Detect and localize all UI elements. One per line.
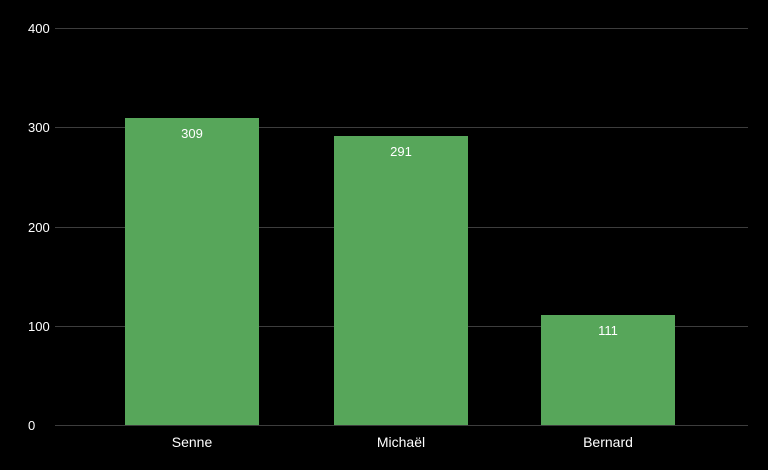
bar-value-label: 309 [181,126,203,142]
y-axis-tick-label: 400 [28,21,50,36]
bar-bernard: 111 [541,314,675,425]
gridline-y-300 [55,127,748,129]
y-axis-tick-label: 0 [28,418,36,433]
gridline-y-400 [55,28,748,29]
x-axis-category-label: Michaël [376,434,426,450]
gridline-y-0 [55,425,748,426]
x-axis-category-label: Bernard [583,434,633,450]
y-axis-tick-label: 200 [28,219,50,235]
bar-value-label: 291 [390,144,412,160]
y-axis-tick-label: 300 [28,120,50,136]
bar-michaël: 291 [334,136,468,425]
bar-senne: 309 [125,118,259,425]
y-axis-tick-label: 100 [28,318,50,334]
bar-value-label: 111 [598,322,618,338]
x-axis-category-label: Senne [171,434,213,450]
